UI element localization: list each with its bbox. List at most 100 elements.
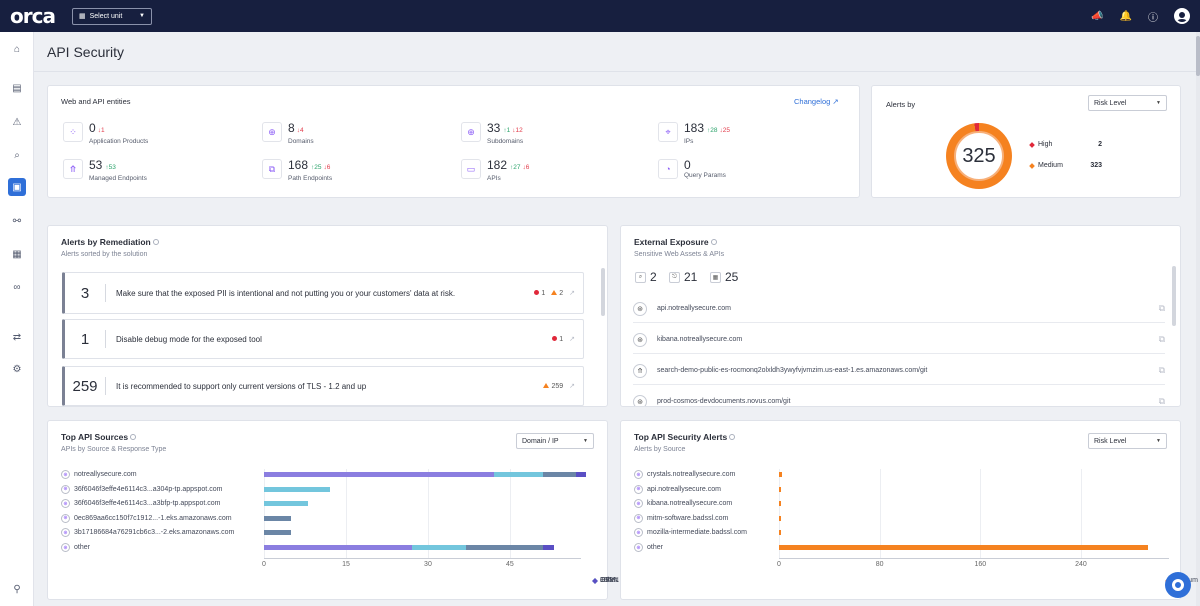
legend-json[interactable]: JSON [592,577,619,584]
entity-subdomains[interactable]: ⊕ 33 ↑1 ↓12 Subdomains [461,122,523,145]
gridline [980,469,982,559]
asset-icon: ⊛ [633,332,647,347]
exposure-row[interactable]: ⊛ prod-cosmos-devdocuments.novus.com/git ⧉ [633,388,1165,406]
bar-json[interactable] [264,545,412,550]
bar-csv[interactable] [575,472,587,477]
entity-label: Subdomains [487,138,524,145]
top-alerts-risk-select[interactable]: Risk Level ▼ [1088,433,1167,449]
remediation-count: 3 [80,284,90,302]
entity-label: Query Params [684,172,726,179]
domain-ip-select[interactable]: Domain / IP ▼ [516,433,594,449]
bar-html[interactable] [411,545,467,550]
globe-icon: ⊕ [634,470,643,479]
dashboard-icon[interactable]: ▤ [12,82,22,94]
bar-html[interactable] [493,472,543,477]
bar-csv[interactable] [542,545,554,550]
exposure-subtitle: Sensitive Web Assets & APIs [634,251,725,258]
bar-medium[interactable] [779,545,1148,550]
entity-value: 33 ↑1 ↓12 [487,121,523,135]
avatar[interactable] [1174,8,1190,24]
trend-up: ↑28 [707,127,718,134]
bar-other[interactable] [264,515,292,521]
globe-icon: ⊕ [634,513,643,523]
entity-label: Path Endpoints [288,175,333,182]
entity-value: 0 ↓1 [89,121,105,135]
bar-other[interactable] [264,530,292,536]
clipboard-icon[interactable]: ▦ [12,248,22,260]
legend-csv[interactable]: CSV [592,577,614,584]
api-security-icon[interactable]: ▣ [8,178,26,196]
bell-icon[interactable]: 🔔 [1119,10,1132,22]
page-header: API Security [34,32,1196,72]
path-icon: ⧉ [262,159,282,179]
entity-query-params[interactable]: ◔ 0 Query Params [658,159,726,179]
remediation-row[interactable]: 259 It is recommended to support only cur… [62,366,584,406]
x-tick-label: 160 [974,560,987,568]
remediation-count: 259 [72,377,98,395]
card-title: Web and API entities [61,97,131,106]
medium-count: 259 [543,382,563,390]
exposure-row[interactable]: ⊛ kibana.notreallysecure.com ⧉ [633,326,1165,354]
user-settings-icon[interactable]: ⚲ [13,583,21,595]
x-tick-label: 30 [424,560,432,568]
risk-level-select[interactable]: Risk Level ▼ [1088,95,1167,111]
gridline [264,469,265,559]
asset-icon: ⤊ [633,363,647,378]
remediation-row[interactable]: 3 Make sure that the exposed PII is inten… [62,272,584,314]
category-label: ⊕ 36f6046f3effe4e6114c3...a3bfp-tp.appspo… [61,499,220,509]
gear-icon[interactable]: ⚙ [12,363,22,375]
entity-managed-endpoints[interactable]: ⤊ 53 ↑53 Managed Endpoints [63,159,147,182]
trend-up: ↑27 [510,164,521,171]
cloud-icon: ⊕ [61,513,70,523]
remediation-row[interactable]: 1 Disable debug mode for the exposed tool… [62,319,584,359]
search-icon[interactable]: ⌕ [14,149,20,161]
legend-html[interactable]: HTML [592,577,619,584]
bar-other[interactable] [542,472,576,477]
bar-html[interactable] [264,486,330,492]
entity-label: APIs [487,175,501,182]
home-icon[interactable]: ⌂ [13,43,21,55]
legend-other[interactable]: Other [592,577,618,584]
open-arrow-icon[interactable]: ↗ [569,383,575,390]
entity-ips[interactable]: ⌖ 183 ↑28 ↓25 IPs [658,122,730,145]
bar-medium[interactable] [779,515,781,521]
changelog-link[interactable]: Changelog ↗ [794,97,839,106]
sources-title: Top API Sources [61,432,137,442]
entity-value: 0 [684,158,691,172]
binoculars-icon[interactable]: ∞ [13,281,21,293]
bar-medium[interactable] [779,472,782,477]
alert-icon[interactable]: ⚠ [12,116,22,128]
bar-json[interactable] [264,472,494,477]
bar-html[interactable] [264,501,308,507]
entity-path-endpoints[interactable]: ⧉ 168 ↑25 ↓6 Path Endpoints [262,159,332,182]
gridline [879,469,881,559]
globe-icon: ⊕ [634,543,643,552]
open-arrow-icon[interactable]: ↗ [569,336,575,343]
bar-medium[interactable] [779,486,781,492]
entity-apis[interactable]: ▭ 182 ↑27 ↓6 APIs [461,159,529,182]
help-icon[interactable]: ⓘ [1148,12,1158,24]
announcement-icon[interactable]: 📣 [1091,10,1104,22]
chat-help-button[interactable] [1165,572,1191,598]
globe-icon: ⊕ [262,122,282,142]
unit-select[interactable]: ▦ Select unit ▼ [72,7,152,25]
page-scrollbar[interactable] [1196,32,1200,606]
integrations-icon[interactable]: ⇄ [12,331,22,343]
entity-value: 168 ↑25 ↓6 [288,158,331,172]
exposure-row[interactable]: ⤊ search-demo-public-es-rocmonq2olxldh3yw… [633,357,1165,385]
exposure-scrollbar[interactable] [1172,266,1176,326]
entity-domains[interactable]: ⊕ 8 ↓4 Domains [262,122,314,145]
orca-logo[interactable]: orca [10,4,56,28]
entity-application-products[interactable]: ⁘ 0 ↓1 Application Products [63,122,148,145]
trend-down: ↓25 [719,127,730,134]
graph-icon[interactable]: ⚯ [12,215,22,227]
chevron-down-icon: ▼ [139,13,145,19]
open-arrow-icon[interactable]: ↗ [569,290,575,297]
stat-assets: ▦ 25 [710,270,738,284]
bar-medium[interactable] [779,501,781,507]
bar-other[interactable] [466,545,543,550]
exposure-row[interactable]: ⊛ api.notreallysecure.com ⧉ [633,295,1165,323]
alerts-total: 325 [954,131,1004,181]
remediation-scrollbar[interactable] [601,268,605,316]
bar-medium[interactable] [779,530,781,536]
